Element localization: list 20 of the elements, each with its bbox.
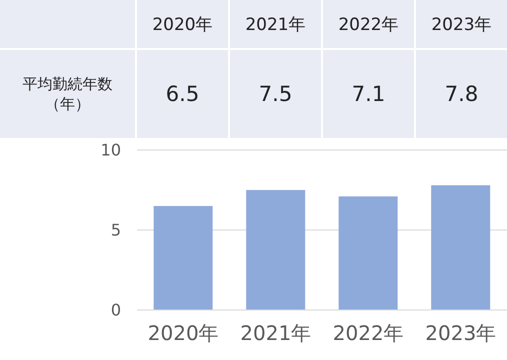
- bar: [338, 196, 398, 310]
- category-label: 2021年: [245, 14, 306, 34]
- bar: [431, 185, 490, 310]
- category-label: 2022年: [338, 14, 399, 34]
- data-label: 7.5: [230, 50, 321, 138]
- text: 平均勤続年数（年）: [0, 50, 135, 138]
- bar: [246, 190, 306, 310]
- y-tick-label: 0: [110, 300, 121, 320]
- data-label: 7.1: [323, 50, 414, 138]
- x-tick-label: 2020年: [148, 321, 219, 346]
- x-tick-label: 2023年: [425, 321, 496, 346]
- category-label: 2023年: [431, 14, 492, 34]
- category-label: 2020年: [152, 14, 213, 34]
- x-tick-label: 2022年: [332, 321, 404, 346]
- bar: [154, 206, 213, 310]
- x-tick-label: 2021年: [240, 321, 312, 346]
- data-label: 7.8: [416, 50, 507, 138]
- data-label: 6.5: [137, 50, 228, 138]
- y-tick-label: 10: [100, 140, 121, 160]
- y-tick-label: 5: [110, 220, 121, 240]
